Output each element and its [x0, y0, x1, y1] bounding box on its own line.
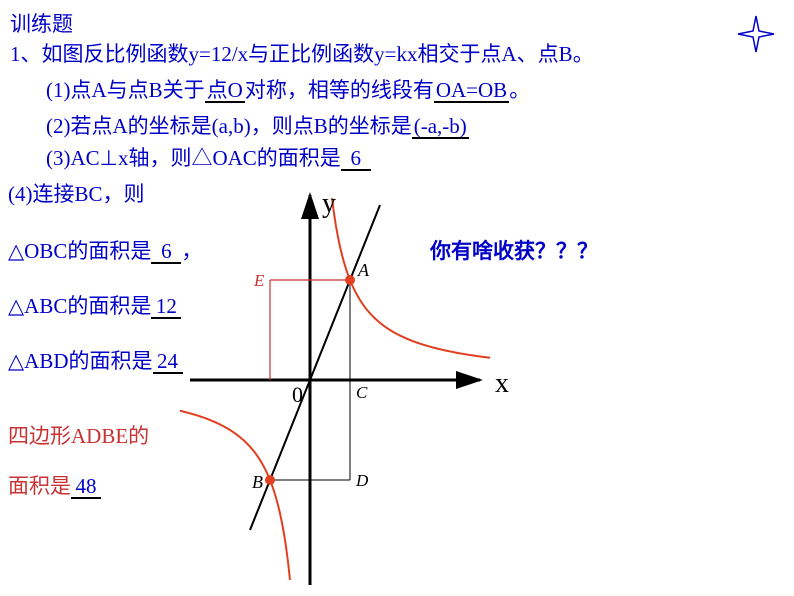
part-1: (1)点A与点B关于点O对称，相等的线段有OA=OB。 [46, 74, 530, 104]
p1-ans2: OA=OB [434, 80, 509, 103]
svg-text:0: 0 [292, 382, 303, 407]
p2-pre: (2)若点A的坐标是(a,b)，则点B的坐标是 [46, 114, 412, 138]
abc-pre: △ABC的面积是 [8, 294, 151, 318]
page-title: 训练题 [10, 8, 73, 38]
adbe-l1: 四边形ADBE的 [8, 420, 149, 450]
svg-text:x: x [495, 368, 509, 399]
abd-line: △ABD的面积是24 [8, 345, 183, 375]
svg-text:B: B [252, 472, 263, 492]
obc-pre: △OBC的面积是 [8, 239, 151, 263]
p1-mid: 对称，相等的线段有 [245, 78, 434, 102]
part-2: (2)若点A的坐标是(a,b)，则点B的坐标是(-a,-b) [46, 110, 469, 140]
question-1: 1、如图反比例函数y=12/x与正比例函数y=kx相交于点A、点B。 [10, 38, 594, 68]
p3-ans: 6 [341, 148, 371, 171]
abc-ans: 12 [151, 296, 181, 319]
p1-end: 。 [509, 78, 530, 102]
abc-line: △ABC的面积是12 [8, 290, 181, 320]
adbe-l2: 面积是48 [8, 470, 101, 500]
part-4: (4)连接BC，则 [8, 178, 145, 208]
adbe-pre: 面积是 [8, 474, 71, 498]
svg-text:D: D [355, 471, 369, 490]
p1-ans1: 点O [205, 80, 245, 103]
svg-text:C: C [356, 383, 368, 402]
obc-line: △OBC的面积是6， [8, 235, 202, 265]
part-3: (3)AC⊥x轴，则△OAC的面积是6 [46, 142, 371, 172]
p3-pre: (3)AC⊥x轴，则△OAC的面积是 [46, 146, 341, 170]
star-icon [736, 14, 776, 60]
coordinate-graph: A B C D E 0 x y [180, 190, 580, 590]
p2-ans: (-a,-b) [412, 116, 469, 139]
adbe-ans: 48 [71, 476, 101, 499]
p1-pre: (1)点A与点B关于 [46, 78, 205, 102]
svg-text:E: E [253, 271, 265, 290]
abd-ans: 24 [153, 351, 183, 374]
obc-ans: 6 [151, 241, 181, 264]
svg-text:y: y [322, 190, 336, 219]
svg-text:A: A [357, 260, 370, 280]
abd-pre: △ABD的面积是 [8, 349, 153, 373]
